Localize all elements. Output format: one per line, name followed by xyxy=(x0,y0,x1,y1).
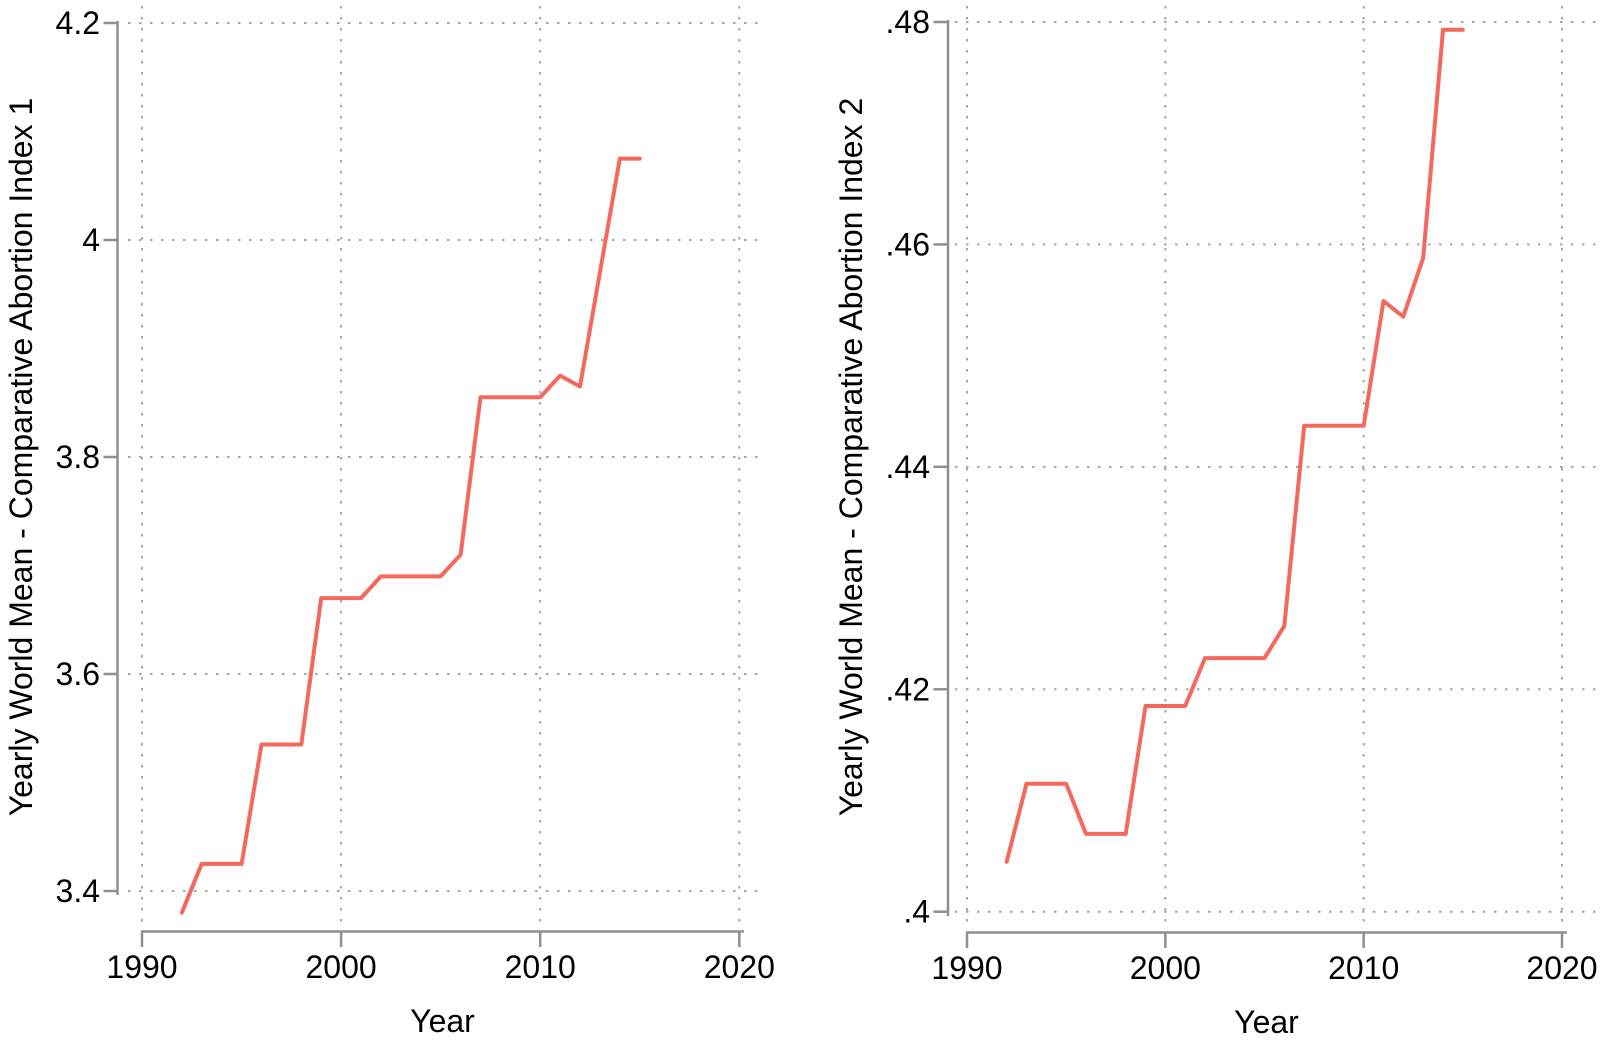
y-tick-label: 4.2 xyxy=(56,5,100,41)
x-axis-title: Year xyxy=(410,1003,475,1039)
chart-abortion-index-1: 3.4 3.6 3.8 4 4.2 1990 2000 2010 2020 Year Yearly … xyxy=(3,5,775,1039)
y-tick-label: .4 xyxy=(903,894,930,930)
x-tick-label: 2020 xyxy=(704,949,775,985)
x-tick-label: 2000 xyxy=(306,949,377,985)
data-line xyxy=(179,156,642,915)
x-tick-label: 2020 xyxy=(1526,950,1597,986)
y-axis-title: Yearly World Mean - Comparative Abortion… xyxy=(3,98,39,817)
x-tick-label: 1990 xyxy=(931,950,1002,986)
x-tick-label: 1990 xyxy=(106,949,177,985)
data-line xyxy=(1004,27,1465,864)
y-tick-label: .48 xyxy=(886,4,930,40)
y-tick-label: 3.8 xyxy=(56,439,100,475)
y-tick-label: .44 xyxy=(886,449,930,485)
y-tick-label: 4 xyxy=(82,222,100,258)
x-tick-label: 2000 xyxy=(1130,950,1201,986)
y-tick-label: .42 xyxy=(886,671,930,707)
x-tick-label: 2010 xyxy=(1328,950,1399,986)
x-tick-label: 2010 xyxy=(505,949,576,985)
y-tick-label: 3.4 xyxy=(56,873,100,909)
y-tick-label: .46 xyxy=(886,226,930,262)
y-axis-title: Yearly World Mean - Comparative Abortion… xyxy=(833,98,869,817)
y-tick-label: 3.6 xyxy=(56,656,100,692)
chart-abortion-index-2: .4 .42 .44 .46 .48 1990 2000 2010 2020 Year Yearly… xyxy=(833,4,1603,1040)
x-axis-title: Year xyxy=(1234,1004,1299,1040)
